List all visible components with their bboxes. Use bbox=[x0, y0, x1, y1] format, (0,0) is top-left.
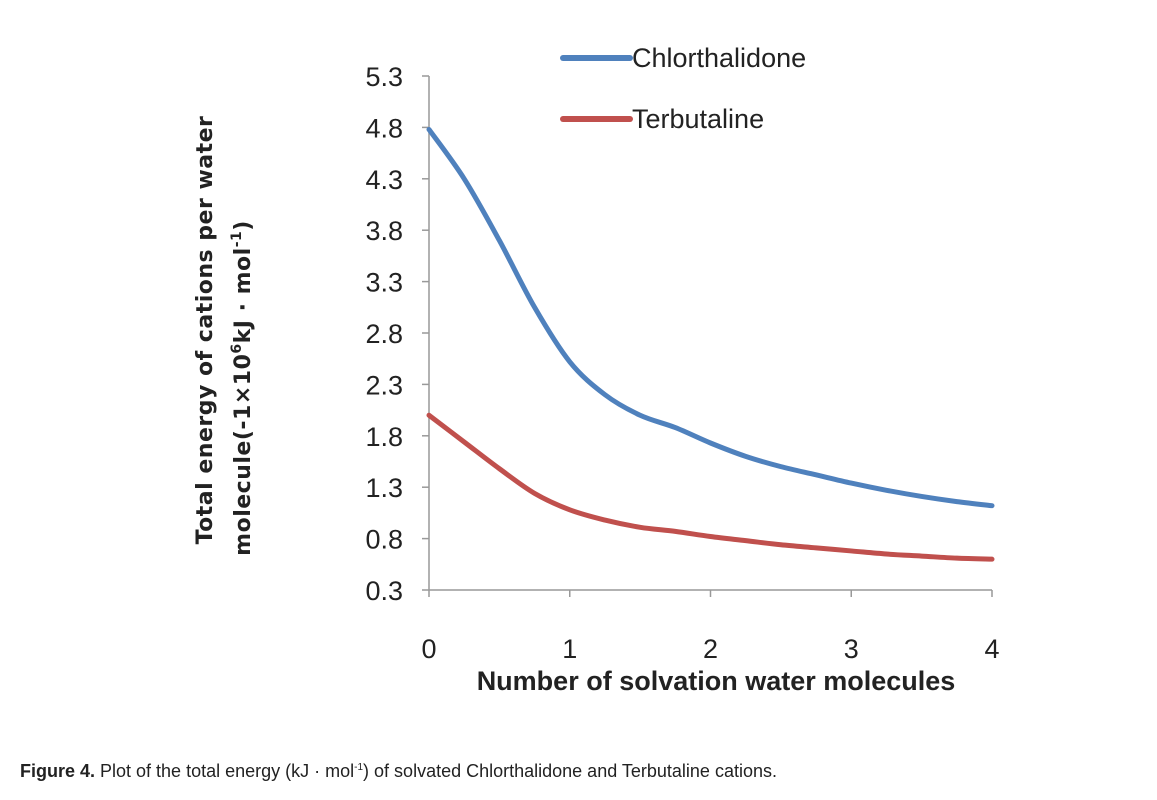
y-axis-label-line2-suffix: ) bbox=[231, 220, 256, 231]
y-axis-label-line2-mid: kJ · mol bbox=[231, 247, 256, 343]
figure-caption-label: Figure 4. bbox=[20, 761, 96, 781]
figure-caption: Figure 4. Plot of the total energy (kJ ·… bbox=[20, 761, 777, 782]
x-tick-label: 2 bbox=[703, 634, 718, 664]
x-tick-label: 1 bbox=[562, 634, 577, 664]
series-lines bbox=[426, 126, 995, 562]
y-tick-label: 1.3 bbox=[365, 473, 403, 503]
figure-caption-text: Plot of the total energy (kJ · mol bbox=[95, 761, 355, 781]
y-axis-label-exponent2: -1 bbox=[229, 231, 245, 248]
figure-caption-text-end: ) of solvated Chlorthalidone and Terbuta… bbox=[363, 761, 777, 781]
y-axis-label-line2: molecule(-1×106kJ · mol-1) bbox=[229, 220, 256, 556]
y-tick-label: 3.8 bbox=[365, 216, 403, 246]
x-axis-label: Number of solvation water molecules bbox=[477, 666, 956, 696]
y-axis-ticks: 0.3 0.8 1.3 1.8 2.3 2.8 3.3 3.8 4.3 4.8 5.3 bbox=[365, 62, 429, 606]
figure-caption-superscript: -1 bbox=[354, 762, 364, 773]
y-tick-label: 4.3 bbox=[365, 165, 403, 195]
series-line-terbutaline bbox=[426, 412, 995, 562]
y-tick-label: 5.3 bbox=[365, 62, 403, 92]
y-tick-label: 3.3 bbox=[365, 268, 403, 298]
y-axis-label-line2-prefix: molecule(-1×10 bbox=[231, 354, 256, 556]
y-axis-label: Total energy of cations per water molecu… bbox=[193, 116, 256, 556]
y-tick-label: 4.8 bbox=[365, 113, 403, 143]
x-tick-label: 3 bbox=[844, 634, 859, 664]
x-tick-label: 4 bbox=[984, 634, 999, 664]
legend-label-terbutaline: Terbutaline bbox=[632, 104, 764, 134]
y-tick-label: 0.8 bbox=[365, 525, 403, 555]
y-axis-label-line1: Total energy of cations per water bbox=[193, 116, 218, 545]
legend-label-chlorthalidone: Chlorthalidone bbox=[632, 43, 806, 73]
y-tick-label: 2.8 bbox=[365, 319, 403, 349]
x-tick-label: 0 bbox=[421, 634, 436, 664]
y-axis-label-exponent: 6 bbox=[229, 343, 245, 353]
x-axis-ticks: 0 1 2 3 4 bbox=[421, 590, 1000, 664]
series-line-chlorthalidone bbox=[426, 126, 995, 509]
y-tick-label: 1.8 bbox=[365, 422, 403, 452]
legend: Chlorthalidone Terbutaline bbox=[560, 43, 806, 134]
y-tick-label: 2.3 bbox=[365, 370, 403, 400]
y-tick-label: 0.3 bbox=[365, 576, 403, 606]
